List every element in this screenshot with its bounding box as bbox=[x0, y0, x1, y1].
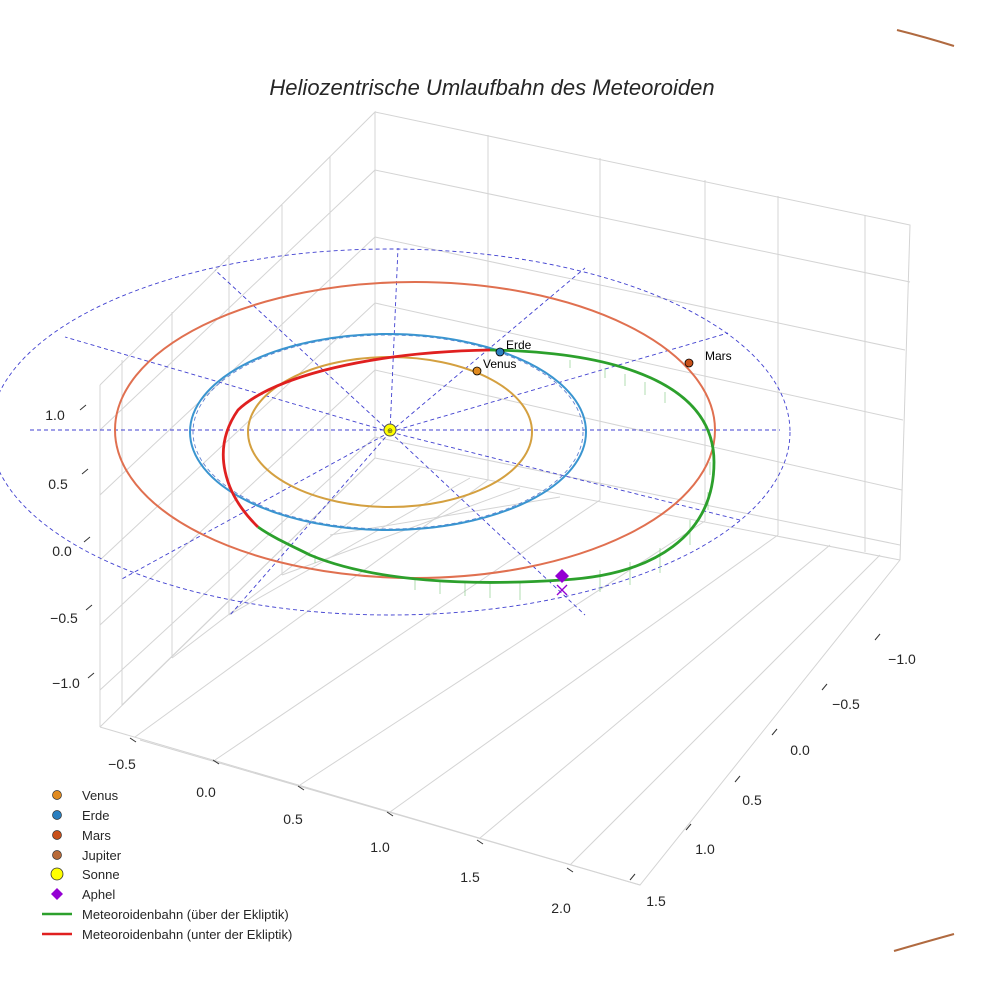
svg-text:−0.5: −0.5 bbox=[832, 696, 860, 712]
axes-panes bbox=[99, 110, 911, 886]
z-tick: 1.0 bbox=[45, 404, 87, 423]
svg-text:0.0: 0.0 bbox=[790, 742, 810, 758]
y-tick: 1.0 bbox=[685, 823, 715, 857]
z-tick: −1.0 bbox=[52, 672, 95, 691]
svg-text:Sonne: Sonne bbox=[82, 867, 120, 882]
mars-marker bbox=[684, 358, 694, 368]
legend-item-meteoroid-above: Meteoroidenbahn (über der Ekliptik) bbox=[42, 907, 289, 922]
svg-text:0.5: 0.5 bbox=[742, 792, 762, 808]
svg-text:Venus: Venus bbox=[82, 788, 119, 803]
svg-text:−0.5: −0.5 bbox=[108, 756, 136, 772]
svg-text:⊕: ⊕ bbox=[387, 427, 393, 435]
erde-orbit bbox=[189, 333, 587, 531]
svg-text:1.5: 1.5 bbox=[460, 869, 480, 885]
x-tick: 1.0 bbox=[370, 811, 394, 855]
x-tick: 0.5 bbox=[283, 785, 305, 827]
y-tick: 0.0 bbox=[771, 728, 810, 758]
svg-text:0.5: 0.5 bbox=[48, 476, 68, 492]
svg-text:1.0: 1.0 bbox=[45, 407, 65, 423]
y-tick: −0.5 bbox=[821, 683, 860, 712]
z-tick: 0.5 bbox=[48, 468, 89, 492]
x-tick: 1.5 bbox=[460, 839, 484, 885]
legend-item-meteoroid-below: Meteoroidenbahn (unter der Ekliptik) bbox=[42, 927, 292, 942]
sonne-marker: ⊕ bbox=[383, 423, 397, 437]
z-tick: 0.0 bbox=[52, 536, 91, 559]
y-tick: 1.5 bbox=[629, 873, 666, 909]
legend-item-mars: Mars bbox=[52, 828, 111, 843]
y-tick: −1.0 bbox=[874, 633, 916, 667]
x-tick: 0.0 bbox=[196, 759, 220, 800]
meteoroid-path-above bbox=[257, 348, 716, 584]
jupiter-orbit-bottom bbox=[893, 933, 955, 952]
legend-item-venus: Venus bbox=[52, 788, 119, 803]
aphel-marker bbox=[555, 569, 569, 583]
svg-text:1.0: 1.0 bbox=[370, 839, 390, 855]
legend-item-aphel: Aphel bbox=[51, 887, 115, 902]
erde-marker bbox=[495, 347, 505, 357]
svg-text:−0.5: −0.5 bbox=[50, 610, 78, 626]
svg-text:2.0: 2.0 bbox=[551, 900, 571, 916]
meteoroid-droplines bbox=[314, 360, 711, 600]
chart-title: Heliozentrische Umlaufbahn des Meteoroid… bbox=[269, 75, 714, 100]
svg-text:−1.0: −1.0 bbox=[52, 675, 80, 691]
svg-text:Mars: Mars bbox=[82, 828, 111, 843]
erde-label: Erde bbox=[506, 338, 532, 352]
svg-text:1.5: 1.5 bbox=[646, 893, 666, 909]
venus-marker bbox=[472, 366, 482, 376]
legend-item-sonne: Sonne bbox=[50, 867, 120, 882]
z-axis-ticks: 1.0 0.5 0.0 −0.5 −1.0 bbox=[45, 404, 95, 691]
meteoroid-path-below bbox=[222, 348, 491, 529]
legend: Venus Erde Mars Jupiter Sonne Aphel Mete… bbox=[42, 788, 292, 942]
y-axis-ticks: −1.0 −0.5 0.0 0.5 1.0 1.5 bbox=[629, 633, 916, 909]
svg-text:Erde: Erde bbox=[82, 808, 109, 823]
venus-label: Venus bbox=[483, 357, 516, 371]
mars-label: Mars bbox=[705, 349, 732, 363]
x-axis-ticks: −0.5 0.0 0.5 1.0 1.5 2.0 bbox=[108, 737, 574, 916]
svg-text:0.5: 0.5 bbox=[283, 811, 303, 827]
x-tick: −0.5 bbox=[108, 737, 137, 772]
aphel-projection-marker bbox=[556, 584, 568, 596]
svg-text:Meteoroidenbahn (über der Ekli: Meteoroidenbahn (über der Ekliptik) bbox=[82, 907, 289, 922]
svg-text:−1.0: −1.0 bbox=[888, 651, 916, 667]
jupiter-orbit-top bbox=[896, 29, 955, 47]
svg-text:Jupiter: Jupiter bbox=[82, 848, 122, 863]
x-tick: 2.0 bbox=[551, 867, 574, 916]
legend-item-erde: Erde bbox=[52, 808, 109, 823]
legend-item-jupiter: Jupiter bbox=[52, 848, 122, 863]
svg-text:Aphel: Aphel bbox=[82, 887, 115, 902]
svg-text:0.0: 0.0 bbox=[196, 784, 216, 800]
svg-text:1.0: 1.0 bbox=[695, 841, 715, 857]
z-tick: −0.5 bbox=[50, 604, 93, 626]
svg-text:Meteoroidenbahn (unter der Ekl: Meteoroidenbahn (unter der Ekliptik) bbox=[82, 927, 292, 942]
svg-text:0.0: 0.0 bbox=[52, 543, 72, 559]
grid-lines bbox=[99, 135, 911, 886]
y-tick: 0.5 bbox=[734, 775, 762, 808]
